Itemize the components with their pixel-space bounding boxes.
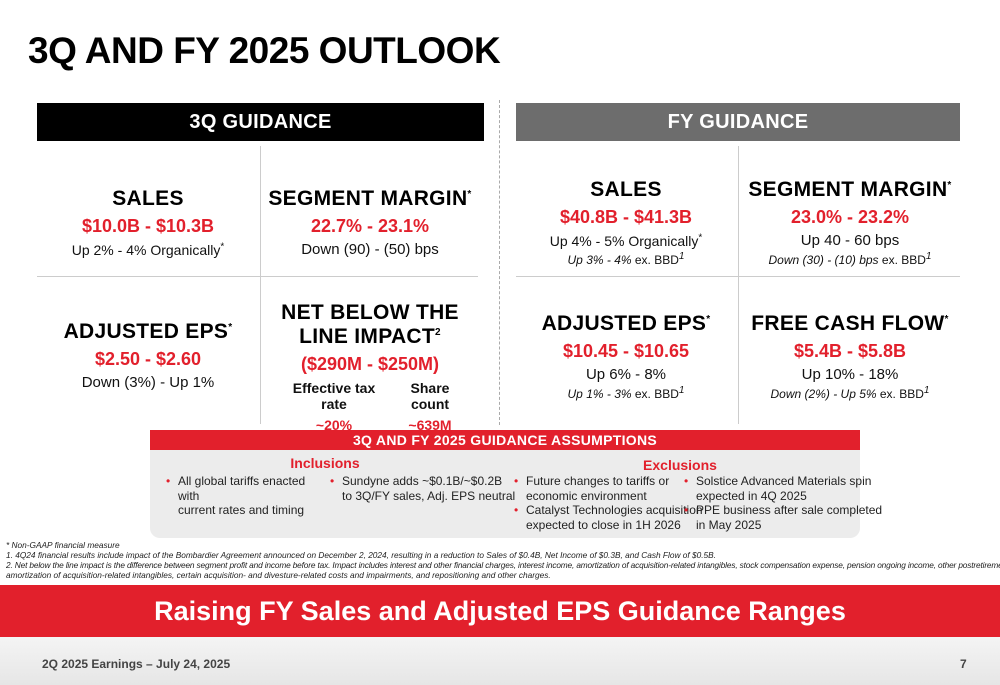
share-count-label: Share count — [410, 380, 450, 412]
fy-adjusted-eps-note: Up 1% - 3% ex. BBD1 — [567, 385, 685, 402]
guidance-banner: Raising FY Sales and Adjusted EPS Guidan… — [0, 585, 1000, 637]
share-count-block: Share count ~639M — [390, 380, 470, 433]
fy-segment-margin-note: Down (30) - (10) bps ex. BBD1 — [768, 251, 932, 268]
fy-adjusted-eps-detail: Up 6% - 8% — [585, 366, 667, 383]
q3-segment-margin-label: SEGMENT MARGIN* — [268, 187, 472, 210]
fy-segment-margin-cell: SEGMENT MARGIN* 23.0% - 23.2% Up 40 - 60… — [740, 178, 960, 269]
assumptions-panel — [150, 450, 860, 538]
fy-free-cash-flow-cell: FREE CASH FLOW* $5.4B - $5.8B Up 10% - 1… — [740, 312, 960, 403]
q3-vertical-divider — [260, 146, 261, 424]
center-divider — [499, 100, 500, 425]
fy-segment-margin-value: 23.0% - 23.2% — [790, 207, 910, 227]
fy-segment-margin-label: SEGMENT MARGIN* — [748, 178, 952, 201]
inclusions-label: Inclusions — [290, 455, 360, 471]
footnote-2b: amortization of acquisition-related inta… — [6, 570, 551, 580]
fy-free-cash-flow-value: $5.4B - $5.8B — [793, 341, 907, 361]
fy-sales-detail: Up 4% - 5% Organically* — [549, 232, 703, 249]
q3-sales-detail: Up 2% - 4% Organically* — [71, 241, 225, 258]
tax-rate-block: Effective tax rate ~20% — [283, 380, 385, 433]
fy-vertical-divider — [738, 146, 739, 424]
inclusion-item: • Sundyne adds ~$0.1B/~$0.2B to 3Q/FY sal… — [330, 474, 516, 503]
q3-adjusted-eps-label: ADJUSTED EPS* — [63, 320, 233, 343]
share-count-value: ~639M — [408, 417, 452, 433]
footnote-1: 1. 4Q24 financial results include impact… — [6, 550, 716, 560]
exclusions-label: Exclusions — [643, 457, 717, 473]
fy-adjusted-eps-value: $10.45 - $10.65 — [562, 341, 690, 361]
fy-sales-note: Up 3% - 4% ex. BBD1 — [567, 251, 685, 268]
q3-horizontal-divider — [37, 276, 478, 277]
q3-net-below-line-cell: NET BELOW THE LINE IMPACT2 ($290M - $250… — [262, 301, 478, 375]
q3-adjusted-eps-cell: ADJUSTED EPS* $2.50 - $2.60 Down (3%) - … — [37, 320, 259, 393]
q3-segment-margin-value: 22.7% - 23.1% — [310, 216, 430, 236]
exclusion-item: • Solstice Advanced Materials spin expect… — [684, 474, 872, 503]
q3-adjusted-eps-value: $2.50 - $2.60 — [94, 349, 202, 369]
exclusion-item: • Future changes to tariffs or economic e… — [514, 474, 670, 503]
exclusion-item: • PPE business after sale completed in Ma… — [684, 503, 883, 532]
inclusion-item: • All global tariffs enacted with current… — [166, 474, 306, 517]
page-number: 7 — [960, 657, 967, 671]
fy-free-cash-flow-label: FREE CASH FLOW* — [751, 312, 949, 335]
net-below-value: ($290M - $250M) — [300, 354, 440, 374]
footnote-2a: 2. Net below the line impact is the diff… — [6, 560, 1000, 570]
fy-free-cash-flow-detail: Up 10% - 18% — [801, 366, 899, 383]
net-below-label-line2: LINE IMPACT2 — [299, 325, 441, 348]
assumptions-header: 3Q AND FY 2025 GUIDANCE ASSUMPTIONS — [150, 430, 860, 450]
footnote-non-gaap: * Non-GAAP financial measure — [6, 540, 120, 550]
fy-free-cash-flow-note: Down (2%) - Up 5% ex. BBD1 — [770, 385, 930, 402]
fy-adjusted-eps-label: ADJUSTED EPS* — [541, 312, 711, 335]
fy-sales-cell: SALES $40.8B - $41.3B Up 4% - 5% Organic… — [516, 178, 736, 269]
tax-rate-value: ~20% — [315, 417, 353, 433]
q3-segment-margin-detail: Down (90) - (50) bps — [301, 241, 439, 258]
fy-adjusted-eps-cell: ADJUSTED EPS* $10.45 - $10.65 Up 6% - 8%… — [516, 312, 736, 403]
fy-horizontal-divider — [516, 276, 960, 277]
fy-sales-label: SALES — [590, 178, 662, 201]
net-below-label-line1: NET BELOW THE — [281, 301, 459, 324]
q3-guidance-header: 3Q GUIDANCE — [37, 103, 484, 141]
footer-caption: 2Q 2025 Earnings – July 24, 2025 — [42, 657, 231, 671]
q3-segment-margin-cell: SEGMENT MARGIN* 22.7% - 23.1% Down (90) … — [262, 187, 478, 260]
q3-sales-label: SALES — [112, 187, 184, 210]
footer-bar — [0, 637, 1000, 685]
page-title: 3Q AND FY 2025 OUTLOOK — [28, 30, 501, 71]
fy-segment-margin-detail: Up 40 - 60 bps — [800, 232, 900, 249]
q3-sales-cell: SALES $10.0B - $10.3B Up 2% - 4% Organic… — [37, 187, 259, 260]
tax-rate-label: Effective tax rate — [292, 380, 376, 412]
fy-sales-value: $40.8B - $41.3B — [559, 207, 693, 227]
q3-adjusted-eps-detail: Down (3%) - Up 1% — [81, 374, 215, 391]
fy-guidance-header: FY GUIDANCE — [516, 103, 960, 141]
q3-sales-value: $10.0B - $10.3B — [81, 216, 215, 236]
exclusion-item: • Catalyst Technologies acquisition expec… — [514, 503, 703, 532]
